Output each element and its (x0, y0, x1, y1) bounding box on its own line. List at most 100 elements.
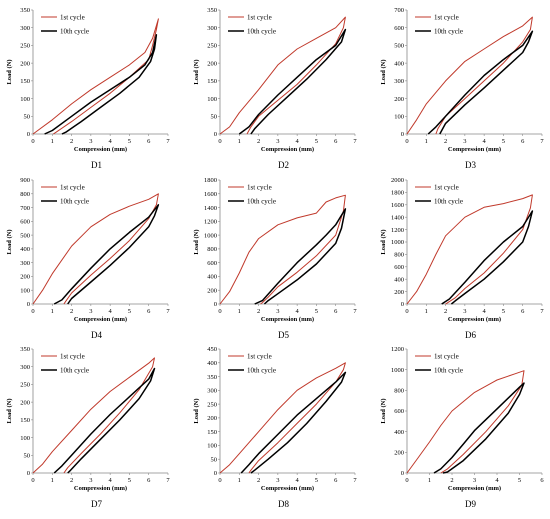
y-axis-title: Load (N) (6, 398, 13, 423)
x-tick-label: 7 (166, 477, 170, 484)
x-tick-label: 4 (109, 308, 113, 315)
chart-panel-d9: 0 200 400 600 800 1000 1200 0 1 2 3 4 5 6 Compression … (380, 346, 544, 509)
x-tick-label: 3 (473, 477, 476, 484)
x-tick-label: 1 (51, 308, 54, 315)
x-tick-label: 6 (147, 308, 151, 315)
panel-label: D7 (91, 499, 102, 509)
y-tick-label: 1600 (391, 202, 404, 209)
x-tick-label: 7 (540, 308, 544, 315)
y-tick-label: 200 (207, 60, 217, 67)
y-tick-label: 250 (20, 382, 30, 389)
panel-label: D3 (465, 160, 476, 170)
legend-label: 1st cycle (247, 353, 272, 361)
y-tick-label: 200 (394, 289, 404, 296)
x-tick-label: 2 (70, 138, 73, 145)
y-tick-label: 1800 (204, 177, 217, 184)
x-tick-label: 5 (315, 308, 318, 315)
x-axis-title: Compression (mm) (261, 485, 314, 492)
y-axis-title: Load (N) (193, 398, 200, 423)
x-tick-label: 6 (334, 308, 338, 315)
x-axis-title: Compression (mm) (74, 485, 127, 492)
x-tick-label: 2 (444, 138, 447, 145)
y-axis-title: Load (N) (380, 398, 387, 423)
legend-label: 10th cycle (60, 367, 89, 375)
x-tick-label: 1 (238, 308, 241, 315)
chart-panel-d4: 0 100 200 300 400 500 600 700 800 900 0 1 2 3 4 5 6 7 Comp… (6, 177, 170, 340)
y-tick-label: 100 (20, 435, 30, 442)
series-10th-cycle-line (44, 34, 158, 135)
y-tick-label: 1200 (204, 219, 217, 226)
chart-panel-d7: 0 50 100 150 200 250 300 350 0 1 2 3 4 5 6 7 Compression… (6, 346, 170, 509)
y-tick-label: 350 (20, 7, 30, 14)
y-tick-label: 600 (394, 264, 404, 271)
x-tick-label: 4 (483, 138, 487, 145)
x-tick-label: 5 (502, 138, 505, 145)
legend-label: 1st cycle (247, 184, 272, 192)
y-tick-label: 300 (20, 364, 30, 371)
series-10th-cycle-line (441, 210, 534, 305)
y-tick-label: 400 (207, 274, 217, 281)
legend-label: 1st cycle (60, 184, 85, 192)
y-tick-label: 100 (20, 96, 30, 103)
x-tick-label: 0 (31, 138, 34, 145)
x-tick-label: 3 (463, 138, 466, 145)
x-tick-label: 3 (89, 477, 92, 484)
series-1st-cycle-line (32, 357, 155, 474)
chart-panel-d2: 0 50 100 150 200 250 300 350 0 1 2 3 4 5 6 7 Compression… (193, 7, 357, 170)
y-tick-label: 800 (394, 388, 404, 395)
y-tick-label: 350 (207, 374, 217, 381)
series-1st-cycle-line (406, 16, 533, 135)
x-tick-label: 4 (109, 477, 113, 484)
x-tick-label: 0 (31, 477, 34, 484)
y-tick-label: 0 (401, 301, 404, 308)
x-tick-label: 3 (276, 308, 279, 315)
y-tick-label: 600 (207, 260, 217, 267)
legend-label: 10th cycle (247, 367, 276, 375)
y-tick-label: 500 (394, 43, 404, 50)
panel-label: D8 (278, 499, 289, 509)
y-tick-label: 700 (20, 205, 30, 212)
x-tick-label: 0 (405, 308, 408, 315)
x-tick-label: 2 (257, 138, 260, 145)
x-tick-label: 1 (425, 308, 428, 315)
y-tick-label: 2000 (391, 177, 404, 184)
legend-label: 10th cycle (60, 198, 89, 206)
x-tick-label: 1 (51, 477, 54, 484)
y-tick-label: 0 (214, 470, 217, 477)
chart-panel-d1: 0 50 100 150 200 250 300 350 0 1 2 3 4 5 6 7 Compression… (6, 7, 170, 170)
x-tick-label: 7 (540, 138, 544, 145)
y-tick-label: 50 (211, 113, 218, 120)
y-tick-label: 200 (20, 60, 30, 67)
y-tick-label: 0 (27, 470, 30, 477)
x-axis-title: Compression (mm) (74, 316, 127, 323)
x-tick-label: 2 (257, 308, 260, 315)
series-10th-cycle-line (433, 382, 525, 474)
y-tick-label: 0 (401, 131, 404, 138)
y-tick-label: 100 (207, 96, 217, 103)
y-tick-label: 300 (394, 78, 404, 85)
y-tick-label: 1000 (391, 239, 404, 246)
y-tick-label: 200 (207, 415, 217, 422)
y-tick-label: 350 (207, 7, 217, 14)
legend-label: 10th cycle (434, 28, 463, 36)
legend-label: 10th cycle (60, 28, 89, 36)
x-axis-title: Compression (mm) (74, 146, 127, 153)
x-tick-label: 0 (218, 138, 221, 145)
series-10th-cycle-line (238, 28, 347, 135)
y-tick-label: 100 (394, 113, 404, 120)
x-tick-label: 4 (483, 308, 487, 315)
x-axis-title: Compression (mm) (448, 146, 501, 153)
y-tick-label: 100 (207, 443, 217, 450)
y-axis-title: Load (N) (6, 59, 13, 84)
y-tick-label: 400 (207, 360, 217, 367)
y-tick-label: 450 (207, 346, 217, 353)
legend-label: 10th cycle (247, 198, 276, 206)
y-tick-label: 250 (207, 43, 217, 50)
x-tick-label: 2 (70, 308, 73, 315)
x-tick-label: 2 (450, 477, 453, 484)
legend-label: 10th cycle (434, 198, 463, 206)
x-tick-label: 1 (425, 138, 428, 145)
y-tick-label: 100 (20, 287, 30, 294)
x-tick-label: 0 (218, 308, 221, 315)
